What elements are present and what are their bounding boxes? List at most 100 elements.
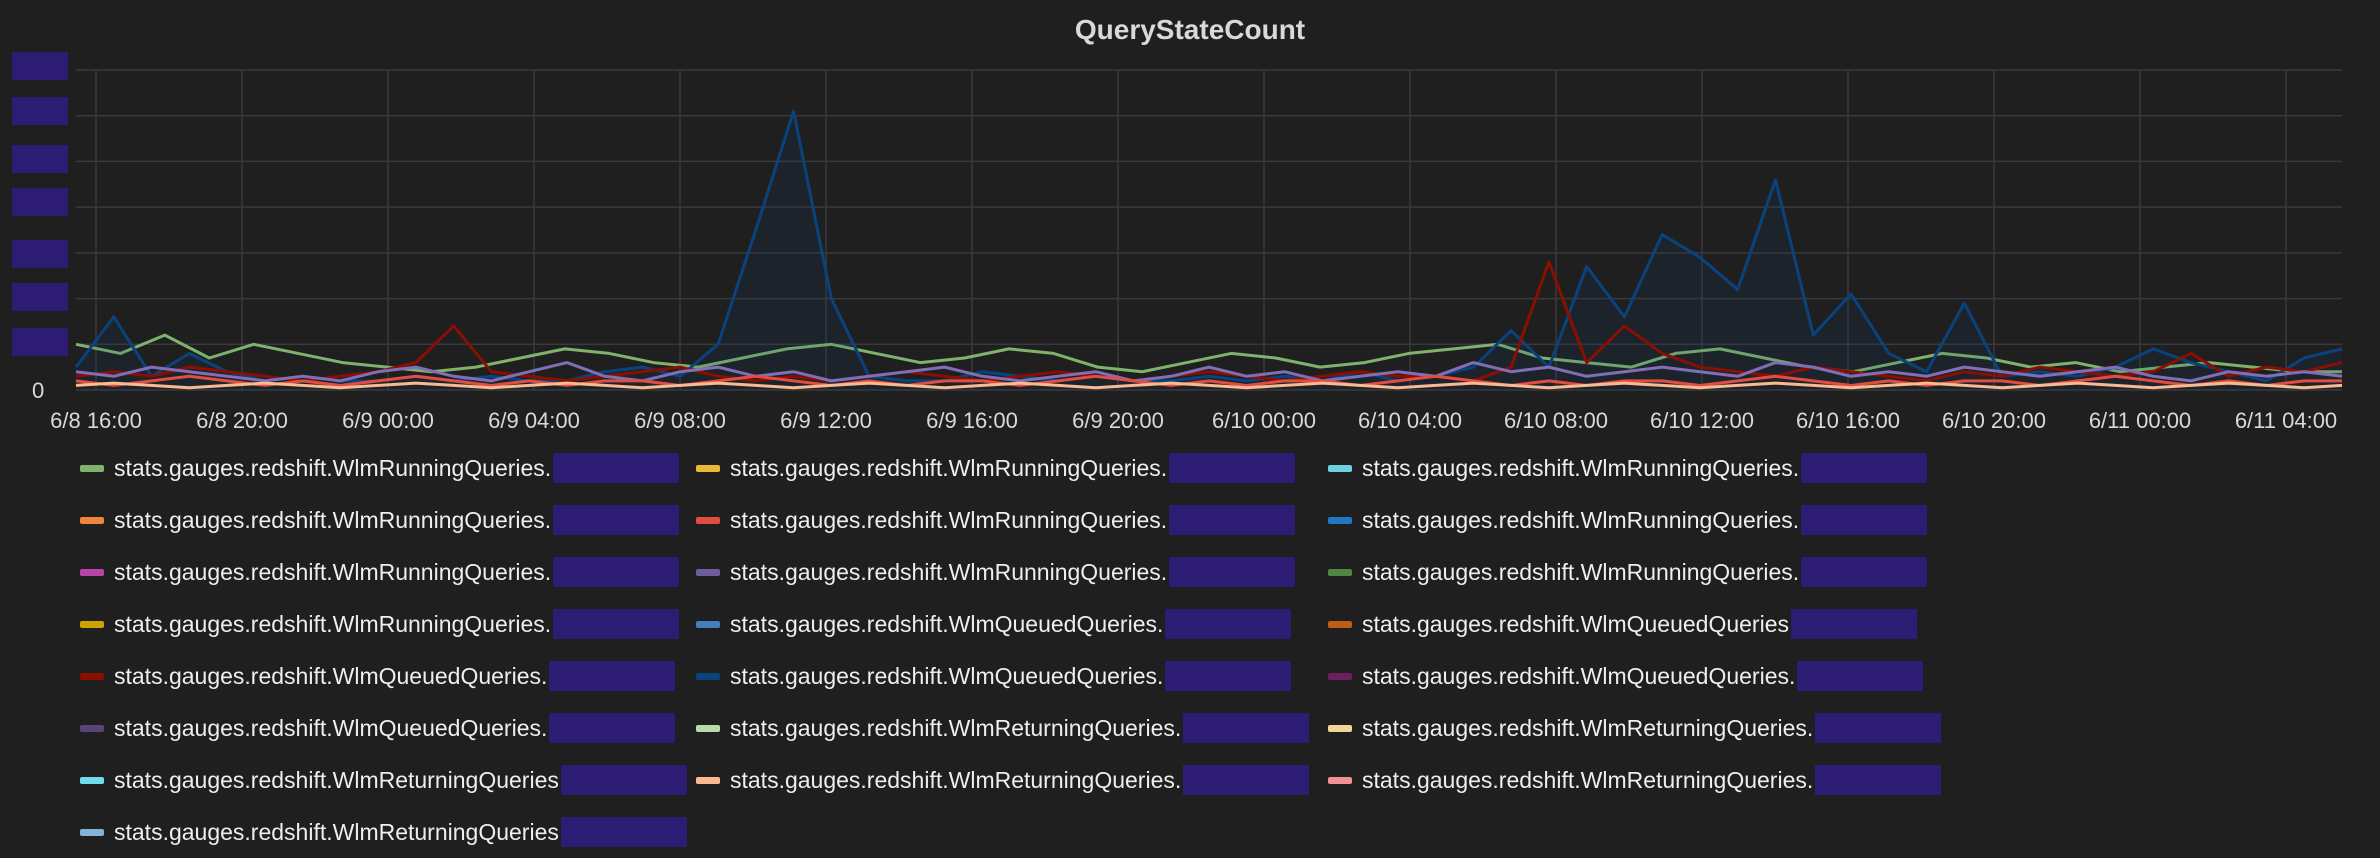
legend-swatch <box>80 464 104 472</box>
legend-label: stats.gauges.redshift.WlmQueuedQueries. <box>1362 662 1796 689</box>
x-tick-label: 6/11 04:00 <box>2235 408 2337 433</box>
legend-item[interactable]: stats.gauges.redshift.WlmRunningQueries. <box>80 552 680 592</box>
legend-item[interactable]: stats.gauges.redshift.WlmQueuedQueries. <box>696 656 1292 696</box>
series-line[interactable] <box>75 333 2342 374</box>
x-tick-label: 6/8 16:00 <box>50 408 142 433</box>
y-tick-redaction <box>12 328 68 356</box>
y-tick-redaction <box>12 283 68 311</box>
legend-label: stats.gauges.redshift.WlmReturningQuerie… <box>114 818 559 845</box>
x-tick-label: 6/8 20:00 <box>196 408 288 433</box>
legend-swatch <box>1328 776 1352 784</box>
legend-item[interactable]: stats.gauges.redshift.WlmRunningQueries. <box>696 552 1296 592</box>
x-tick-label: 6/10 20:00 <box>1942 408 2046 433</box>
legend-label: stats.gauges.redshift.WlmReturningQuerie… <box>730 714 1182 741</box>
legend-swatch <box>1328 516 1352 524</box>
legend-item[interactable]: stats.gauges.redshift.WlmQueuedQueries <box>1328 604 1917 644</box>
legend-label: stats.gauges.redshift.WlmRunningQueries. <box>114 454 552 481</box>
legend-swatch <box>1328 620 1352 628</box>
chart-grid <box>76 69 2342 391</box>
legend-redaction <box>553 505 680 535</box>
legend-item[interactable]: stats.gauges.redshift.WlmRunningQueries. <box>1328 500 1928 540</box>
legend-item[interactable]: stats.gauges.redshift.WlmReturningQuerie… <box>1328 708 1942 748</box>
x-tick-label: 6/9 20:00 <box>1072 408 1164 433</box>
legend-item[interactable]: stats.gauges.redshift.WlmRunningQueries. <box>696 448 1296 488</box>
legend-item[interactable]: stats.gauges.redshift.WlmQueuedQueries. <box>1328 656 1924 696</box>
legend-item[interactable]: stats.gauges.redshift.WlmRunningQueries. <box>80 604 680 644</box>
legend-redaction <box>1169 453 1296 483</box>
legend-swatch <box>80 828 104 836</box>
series-line[interactable] <box>75 374 2342 387</box>
legend-swatch <box>80 776 104 784</box>
x-tick-label: 6/9 12:00 <box>780 408 872 433</box>
x-tick-label: 6/10 12:00 <box>1650 408 1754 433</box>
legend-swatch <box>696 672 720 680</box>
legend-redaction <box>1183 713 1310 743</box>
legend-redaction <box>1183 765 1310 795</box>
legend-item[interactable]: stats.gauges.redshift.WlmReturningQuerie… <box>696 760 1310 800</box>
x-axis-ticks: 6/8 16:00 6/8 20:00 6/9 00:00 6/9 04:00 6/9 … <box>50 408 2337 433</box>
legend-swatch <box>696 620 720 628</box>
series-line[interactable] <box>75 381 2343 390</box>
legend-item[interactable]: stats.gauges.redshift.WlmRunningQueries. <box>696 500 1296 540</box>
legend-item[interactable]: stats.gauges.redshift.WlmRunningQueries. <box>80 448 680 488</box>
legend-redaction <box>1790 609 1917 639</box>
y-tick-redaction <box>12 188 68 216</box>
legend-item[interactable]: stats.gauges.redshift.WlmRunningQueries. <box>1328 448 1928 488</box>
legend-redaction <box>1801 453 1928 483</box>
legend-swatch <box>80 568 104 576</box>
legend-redaction <box>1801 505 1928 535</box>
legend-label: stats.gauges.redshift.WlmRunningQueries. <box>114 610 552 637</box>
legend-label: stats.gauges.redshift.WlmReturningQuerie… <box>730 766 1182 793</box>
legend-item[interactable]: stats.gauges.redshift.WlmQueuedQueries. <box>80 656 676 696</box>
legend-label: stats.gauges.redshift.WlmQueuedQueries <box>1362 610 1789 637</box>
legend-redaction <box>1801 557 1928 587</box>
line-chart[interactable]: 6/8 16:00 6/8 20:00 6/9 00:00 6/9 04:00 6/9 … <box>0 0 2380 440</box>
x-tick-label: 6/9 16:00 <box>926 408 1018 433</box>
legend-redaction <box>560 817 687 847</box>
legend-redaction <box>1815 713 1942 743</box>
x-tick-label: 6/11 00:00 <box>2089 408 2191 433</box>
legend-label: stats.gauges.redshift.WlmReturningQuerie… <box>1362 766 1814 793</box>
legend-redaction <box>549 661 676 691</box>
y-tick-redaction <box>12 52 68 80</box>
legend-redaction <box>1797 661 1924 691</box>
x-tick-label: 6/10 08:00 <box>1504 408 1608 433</box>
legend-swatch <box>696 516 720 524</box>
x-tick-label: 6/9 04:00 <box>488 408 580 433</box>
legend-label: stats.gauges.redshift.WlmRunningQueries. <box>730 454 1168 481</box>
legend-redaction <box>1169 505 1296 535</box>
legend-label: stats.gauges.redshift.WlmRunningQueries. <box>730 506 1168 533</box>
x-tick-label: 6/10 04:00 <box>1358 408 1462 433</box>
legend-swatch <box>1328 464 1352 472</box>
y-tick-label: 0 <box>32 378 44 403</box>
legend-label: stats.gauges.redshift.WlmReturningQuerie… <box>114 766 559 793</box>
legend-label: stats.gauges.redshift.WlmQueuedQueries. <box>730 662 1164 689</box>
series-line[interactable] <box>75 260 2343 383</box>
legend-item[interactable]: stats.gauges.redshift.WlmReturningQuerie… <box>1328 760 1942 800</box>
series-line[interactable] <box>75 361 2343 383</box>
legend-item[interactable]: stats.gauges.redshift.WlmQueuedQueries. <box>696 604 1292 644</box>
legend-label: stats.gauges.redshift.WlmRunningQueries. <box>730 558 1168 585</box>
legend-swatch <box>80 620 104 628</box>
legend-item[interactable]: stats.gauges.redshift.WlmReturningQuerie… <box>80 812 687 852</box>
series-line[interactable] <box>74 109 2343 383</box>
x-tick-label: 6/9 00:00 <box>342 408 434 433</box>
legend-item[interactable]: stats.gauges.redshift.WlmRunningQueries. <box>80 500 680 540</box>
panel-title: QueryStateCount <box>1074 14 1306 45</box>
legend-swatch <box>80 724 104 732</box>
legend-label: stats.gauges.redshift.WlmQueuedQueries. <box>114 714 548 741</box>
legend-swatch <box>696 568 720 576</box>
legend-item[interactable]: stats.gauges.redshift.WlmRunningQueries. <box>1328 552 1928 592</box>
legend-label: stats.gauges.redshift.WlmReturningQuerie… <box>1362 714 1814 741</box>
legend-label: stats.gauges.redshift.WlmQueuedQueries. <box>730 610 1164 637</box>
legend-swatch <box>1328 568 1352 576</box>
y-tick-redaction <box>12 240 68 268</box>
legend-item[interactable]: stats.gauges.redshift.WlmReturningQuerie… <box>696 708 1310 748</box>
x-tick-label: 6/9 08:00 <box>634 408 726 433</box>
y-axis-ticks: 0 <box>32 378 44 403</box>
legend-item[interactable]: stats.gauges.redshift.WlmReturningQuerie… <box>80 760 687 800</box>
legend-item[interactable]: stats.gauges.redshift.WlmQueuedQueries. <box>80 708 676 748</box>
chart-series <box>74 109 2343 391</box>
legend-swatch <box>1328 724 1352 732</box>
legend-redaction <box>549 713 676 743</box>
